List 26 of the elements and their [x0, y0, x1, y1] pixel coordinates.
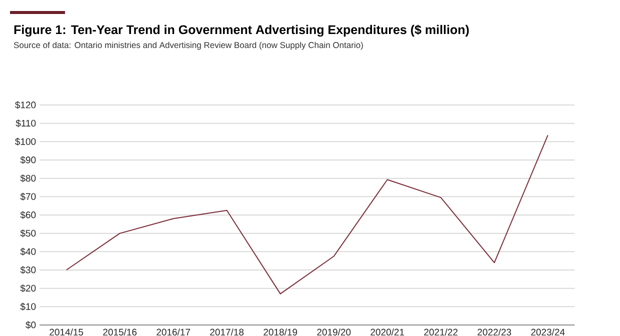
x-tick-label: 2020/21 [370, 328, 404, 336]
y-tick-label: $20 [20, 284, 36, 292]
x-tick-label: 2019/20 [317, 328, 351, 336]
x-tick-label: 2016/17 [156, 328, 190, 336]
y-tick-label: $40 [20, 248, 36, 256]
x-tick-label: 2021/22 [424, 328, 458, 336]
y-tick-label: $100 [15, 138, 36, 146]
line-series [66, 134, 548, 294]
y-tick-label: $60 [20, 211, 36, 219]
x-tick-label: 2022/23 [478, 328, 512, 336]
y-tick-label: $80 [20, 174, 36, 182]
y-tick-label: $0 [26, 321, 36, 329]
y-tick-label: $120 [15, 101, 36, 109]
y-tick-label: $50 [20, 229, 36, 238]
y-tick-label: $110 [16, 119, 36, 128]
y-tick-label: $90 [20, 156, 36, 164]
x-tick-label: 2017/18 [210, 328, 244, 336]
chart-title: Figure 1: Ten-Year Trend in Government Advertising Expenditures ($ million) [14, 24, 469, 37]
x-tick-label: 2023/24 [531, 328, 565, 336]
y-tick-label: $30 [20, 266, 36, 274]
x-tick-label: 2015/16 [103, 328, 137, 336]
x-tick-label: 2018/19 [264, 328, 298, 336]
y-tick-label: $70 [20, 192, 36, 200]
x-tick-label: 2014/15 [50, 328, 84, 336]
chart-subtitle: Source of data: Ontario ministries and Advertising Review Board (now Supply Chain Ontario) [14, 42, 363, 50]
y-tick-label: $10 [20, 302, 36, 310]
